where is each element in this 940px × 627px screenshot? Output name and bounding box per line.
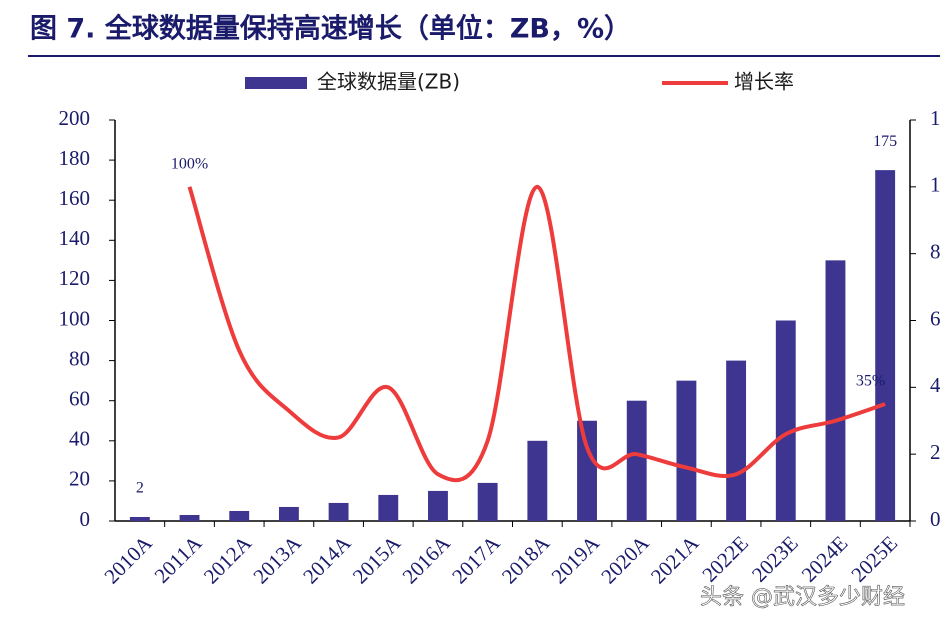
- x-tick-label: 2021A: [646, 530, 704, 588]
- y2-tick-label: 40%: [930, 373, 940, 397]
- y-tick-label: 180: [59, 146, 91, 170]
- line-value-label: 100%: [171, 156, 208, 173]
- x-tick-label: 2022E: [697, 531, 753, 587]
- bar: [129, 516, 150, 521]
- y2-tick-label: 80%: [930, 239, 940, 263]
- y-tick-label: 160: [59, 186, 91, 210]
- y-tick-label: 120: [59, 266, 91, 290]
- x-tick-label: 2012A: [199, 530, 257, 588]
- bar: [179, 514, 200, 521]
- legend-swatch: [245, 77, 307, 89]
- x-tick-label: 2025E: [846, 531, 902, 587]
- x-tick-label: 2010A: [99, 530, 157, 588]
- x-tick-label: 2014A: [298, 530, 356, 588]
- y2-tick-label: 100%: [930, 173, 940, 197]
- y-tick-label: 40: [69, 427, 90, 451]
- x-tick-label: 2017A: [447, 530, 505, 588]
- x-tick-label: 2018A: [497, 530, 555, 588]
- bar: [626, 400, 647, 521]
- y-tick-label: 80: [69, 346, 90, 370]
- legend-label: 增长率: [734, 70, 794, 94]
- line-value-label: 35%: [856, 373, 885, 390]
- x-tick-label: 2023E: [747, 531, 803, 587]
- bar: [726, 360, 747, 521]
- y-tick-label: 0: [80, 507, 91, 531]
- growth-line: [187, 184, 886, 483]
- x-tick-label: 2016A: [398, 530, 456, 588]
- bar: [328, 502, 349, 521]
- y2-tick-label: 120%: [930, 106, 940, 130]
- y2-tick-label: 60%: [930, 306, 940, 330]
- x-tick-label: 2013A: [248, 530, 306, 588]
- watermark: 头条 @武汉多少财经: [700, 585, 905, 610]
- y2-tick-label: 0%: [930, 507, 940, 531]
- x-tick-label: 2015A: [348, 530, 406, 588]
- y2-tick-label: 20%: [930, 440, 940, 464]
- bar-value-label: 175: [873, 133, 897, 150]
- x-tick-label: 2024E: [797, 531, 853, 587]
- y-tick-label: 100: [59, 306, 91, 330]
- bar: [527, 440, 548, 521]
- bar: [477, 482, 498, 521]
- bar: [875, 170, 896, 521]
- bar: [825, 260, 846, 521]
- bar: [577, 420, 597, 521]
- x-tick-label: 2019A: [547, 530, 605, 588]
- x-tick-label: 2011A: [150, 530, 207, 587]
- chart-title: 图 7. 全球数据量保持高速增长（单位：ZB，%）: [30, 13, 631, 45]
- bar: [676, 380, 697, 521]
- y-tick-label: 20: [69, 467, 90, 491]
- x-tick-label: 2020A: [596, 530, 654, 588]
- y-tick-label: 60: [69, 387, 90, 411]
- bar: [775, 320, 796, 521]
- bar: [278, 506, 299, 521]
- bar: [428, 490, 448, 521]
- y-tick-label: 140: [59, 226, 91, 250]
- bar: [229, 510, 250, 521]
- bar-value-label: 2: [136, 480, 144, 497]
- bar: [378, 494, 399, 521]
- y-tick-label: 200: [59, 106, 91, 130]
- legend-label: 全球数据量(ZB): [317, 70, 460, 94]
